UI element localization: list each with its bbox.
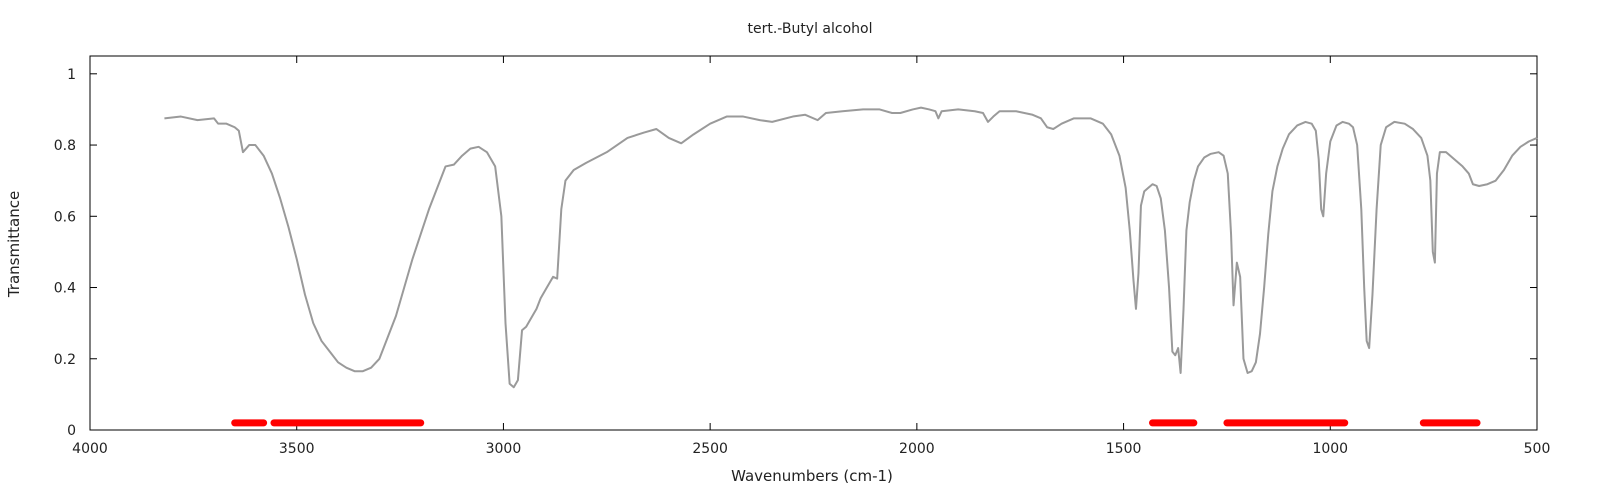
x-tick-label: 500 bbox=[1524, 441, 1551, 457]
x-tick-label: 2000 bbox=[899, 441, 935, 457]
y-tick-label: 1 bbox=[67, 67, 76, 83]
x-axis: 4000 3500 3000 2500 2000 1500 1000 500 bbox=[72, 56, 1550, 457]
y-tick-label: 0.6 bbox=[54, 209, 76, 225]
x-tick-label: 2500 bbox=[692, 441, 728, 457]
y-axis-label: Transmittance bbox=[5, 191, 23, 298]
plot-frame bbox=[89, 55, 1538, 431]
x-tick-label: 3000 bbox=[486, 441, 522, 457]
chart-title: tert.-Butyl alcohol bbox=[747, 21, 872, 37]
x-axis-label: Wavenumbers (cm-1) bbox=[731, 467, 893, 485]
y-tick-label: 0 bbox=[67, 423, 76, 439]
x-tick-label: 1500 bbox=[1106, 441, 1142, 457]
x-tick-label: 1000 bbox=[1312, 441, 1348, 457]
series-group bbox=[164, 106, 1538, 389]
y-tick-label: 0.8 bbox=[54, 138, 76, 154]
x-tick-label: 3500 bbox=[279, 441, 315, 457]
y-tick-label: 0.2 bbox=[54, 352, 76, 368]
y-axis: 0 0.2 0.4 0.6 0.8 1 bbox=[54, 67, 1537, 439]
series-line bbox=[164, 106, 1538, 389]
x-tick-label: 4000 bbox=[72, 441, 108, 457]
y-tick-label: 0.4 bbox=[54, 281, 76, 297]
plot-area bbox=[89, 55, 1538, 431]
